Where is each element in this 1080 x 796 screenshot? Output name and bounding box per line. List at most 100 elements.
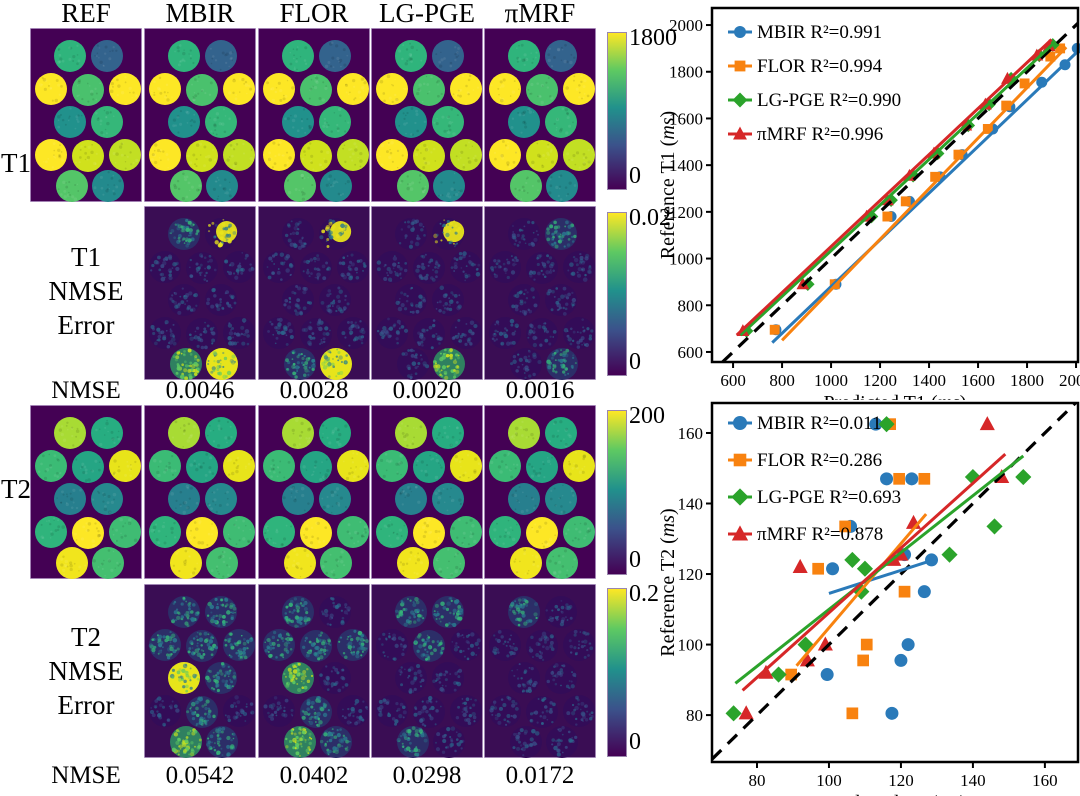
- MBIR-point: [869, 417, 883, 431]
- FLOR-point: [812, 562, 825, 575]
- MBIR-fit-line: [828, 558, 934, 595]
- t2-map-πMRF: [484, 405, 596, 579]
- t1-map-πMRF: [484, 28, 596, 202]
- πMRF-point: [758, 664, 774, 679]
- MBIR-point: [880, 472, 894, 486]
- x-tick-label: 1600: [961, 371, 995, 390]
- LG-PGE-point: [844, 551, 861, 568]
- t2-error-LG-PGE: [371, 584, 483, 758]
- t1-map-colorbar-max: 1800: [629, 25, 677, 51]
- t2-error-colorbar: [607, 588, 627, 757]
- πMRF-point: [792, 558, 808, 573]
- LG-PGE-fit-line: [734, 454, 1025, 685]
- t2-scatter-plot: 80 100 120 140 160 80 100 120 140 160 MBIR R²=0.01…: [660, 401, 1080, 796]
- x-tick-label: 80: [748, 771, 765, 790]
- t2-error-label-line3: Error: [57, 690, 115, 720]
- πMRF-fit-line: [735, 38, 1053, 337]
- FLOR-point: [882, 211, 893, 222]
- MBIR-legend-label: MBIR R²=0.991: [757, 22, 882, 43]
- t1-error-MBIR: [144, 206, 256, 380]
- LG-PGE-legend-marker: [732, 92, 748, 108]
- x-tick-label: 1000: [814, 371, 848, 390]
- πMRF-point: [738, 705, 754, 720]
- MBIR-point: [905, 472, 919, 486]
- y-tick-label: 1800: [669, 63, 703, 82]
- FLOR-legend-marker: [734, 60, 746, 72]
- t1-map-colorbar-min: 0: [629, 163, 641, 189]
- FLOR-point: [953, 149, 964, 160]
- x-axis-label: Predicted T2 (ms): [824, 792, 967, 796]
- MBIR-point: [917, 585, 931, 599]
- FLOR-legend-label: FLOR R²=0.286: [757, 450, 882, 471]
- FLOR-point: [1055, 43, 1066, 54]
- t2-map-FLOR: [258, 405, 370, 579]
- MBIR-legend-marker: [733, 416, 747, 430]
- y-tick-label: 2000: [669, 16, 703, 35]
- FLOR-point: [1019, 78, 1030, 89]
- x-tick-label: 160: [1032, 771, 1058, 790]
- t1-map-MBIR: [144, 28, 256, 202]
- y-tick-label: 1000: [669, 250, 703, 269]
- t1-nmse-lgpge: 0.0020: [392, 377, 462, 404]
- πMRF-point: [979, 416, 995, 431]
- t1-nmse-pimrf: 0.0016: [505, 377, 575, 404]
- FLOR-legend-label: FLOR R²=0.994: [757, 56, 883, 77]
- t1-scatter-plot: 600 800 1000 1200 1400 1600 1800 2000 600 800 1000…: [660, 6, 1080, 400]
- πMRF-legend-marker: [731, 525, 749, 541]
- y-tick-label: 140: [678, 495, 704, 514]
- t2-error-label-line2: NMSE: [48, 656, 124, 686]
- y-tick-label: 600: [678, 343, 704, 362]
- y-tick-label: 120: [678, 565, 704, 584]
- t2-error-MBIR: [144, 584, 256, 758]
- row-label-t2: T2: [1, 474, 31, 504]
- t2-error-label: T2 NMSE Error: [30, 620, 142, 722]
- FLOR-legend-marker: [733, 453, 747, 467]
- x-tick-label: 100: [816, 771, 842, 790]
- πMRF-fit-line: [741, 453, 1007, 692]
- t1-error-LG-PGE: [371, 206, 483, 380]
- πMRF-legend-marker: [733, 126, 747, 140]
- y-axis-label: Reference T1 (ms): [660, 111, 679, 259]
- πMRF-point: [1001, 71, 1014, 84]
- FLOR-point: [860, 638, 873, 651]
- t1-error-label: T1 NMSE Error: [30, 240, 142, 342]
- MBIR-point: [820, 668, 834, 682]
- t2-map-LG-PGE: [371, 405, 483, 579]
- LG-PGE-point: [986, 518, 1003, 535]
- FLOR-point: [839, 520, 852, 533]
- FLOR-point: [898, 585, 911, 598]
- y-tick-label: 800: [678, 296, 704, 315]
- LG-PGE-point: [770, 666, 787, 683]
- LG-PGE-fit-line: [739, 40, 1057, 337]
- MBIR-legend-label: MBIR R²=0.011: [757, 413, 881, 434]
- plot-frame: [710, 401, 1080, 764]
- LG-PGE-point: [1015, 468, 1032, 486]
- t1-error-label-line2: NMSE: [48, 276, 124, 306]
- πMRF-legend-label: πMRF R²=0.878: [757, 524, 883, 545]
- x-tick-label: 800: [769, 371, 795, 390]
- t2-nmse-flor: 0.0402: [279, 762, 349, 789]
- FLOR-point: [1045, 51, 1056, 62]
- t1-error-FLOR: [258, 206, 370, 380]
- πMRF-point: [817, 636, 833, 651]
- FLOR-point: [769, 324, 780, 335]
- t2-nmse-mbir: 0.0542: [165, 762, 235, 789]
- x-tick-label: 2000: [1059, 371, 1080, 390]
- y-tick-label: 1400: [669, 156, 703, 175]
- t2-map-REF: [30, 405, 142, 579]
- FLOR-point: [930, 171, 941, 182]
- row-label-t1: T1: [1, 148, 31, 178]
- FLOR-point: [900, 196, 911, 207]
- column-header-mbir: MBIR: [165, 0, 235, 28]
- FLOR-point: [846, 707, 859, 720]
- FLOR-point: [857, 654, 870, 667]
- t2-error-FLOR: [258, 584, 370, 758]
- t2-nmse-pimrf: 0.0172: [505, 762, 575, 789]
- LG-PGE-point: [725, 705, 742, 722]
- MBIR-legend-marker: [734, 26, 746, 38]
- t2-nmse-row-label: NMSE: [51, 762, 121, 789]
- LG-PGE-legend-marker: [731, 488, 749, 506]
- t1-error-colorbar-min: 0: [629, 349, 641, 375]
- t1-map-REF: [30, 28, 142, 202]
